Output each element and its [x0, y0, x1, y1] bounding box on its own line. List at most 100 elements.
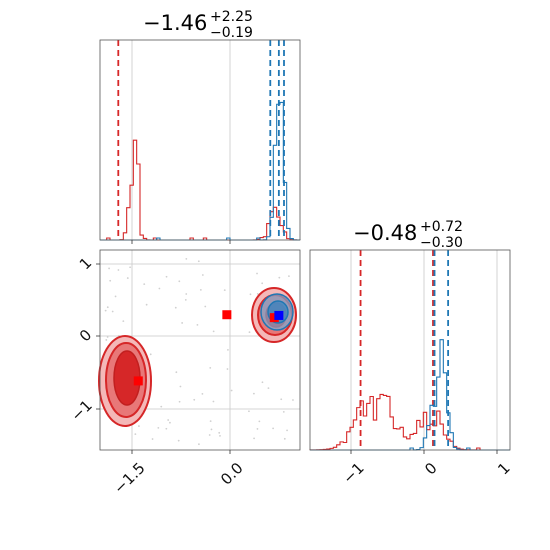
panel-top-left: −1.46 +2.25 −0.19 [99, 9, 301, 244]
sample-dot [212, 400, 215, 403]
x-tick-label-neg-1-5: −1.5 [110, 459, 148, 497]
x-tick-label-0: 0 [421, 459, 440, 478]
y-tick-label-1: 1 [76, 254, 95, 273]
marker-group [133, 310, 284, 386]
sample-dot [184, 298, 187, 301]
sample-dot [122, 320, 125, 323]
y-tick-label-0: 0 [76, 326, 95, 345]
sample-dot [165, 275, 168, 278]
sample-dot [282, 410, 285, 413]
sample-dot [178, 280, 181, 283]
marker-marker_blue [274, 310, 284, 320]
sample-dot [226, 368, 229, 370]
sample-dot [178, 400, 181, 403]
contour-blob-left [98, 335, 152, 427]
sample-dot [109, 279, 112, 282]
sample-dot [212, 330, 215, 333]
marker-marker_red [269, 313, 279, 323]
sample-dot [223, 289, 226, 292]
bottom-right-title-value: −0.48 [353, 221, 417, 245]
sample-dot [179, 385, 182, 388]
sample-dot [256, 272, 258, 275]
sample-dot [286, 429, 288, 432]
sample-dot [158, 287, 161, 290]
panel-bottom-left: −1.5 0.0 1 0 −1 [67, 249, 301, 498]
sample-scatter [104, 257, 294, 446]
sample-dot [106, 306, 109, 309]
sample-dot [249, 293, 252, 296]
sample-dot [106, 336, 109, 338]
sample-dot [261, 282, 264, 285]
marker-marker_red [222, 310, 232, 320]
sample-dot [198, 443, 200, 446]
sample-dot [204, 305, 207, 308]
sample-dot [181, 322, 184, 324]
sample-dot [157, 427, 160, 429]
sample-dot [280, 398, 283, 401]
sample-dot [104, 309, 107, 312]
bottom-right-title-lower: −0.30 [420, 235, 463, 251]
sample-dot [114, 295, 117, 298]
sample-dot [151, 438, 154, 440]
sample-dot [252, 392, 255, 395]
x-tick-label-1: 1 [494, 459, 513, 478]
sample-dot [208, 434, 211, 436]
top-left-title-lower: −0.19 [210, 25, 253, 41]
sample-dot [177, 439, 180, 442]
top-left-title-upper: +2.25 [210, 9, 253, 25]
sample-dot [288, 275, 290, 278]
sample-dot [256, 428, 259, 430]
x-tick-label-0-0: 0.0 [217, 459, 247, 489]
histogram-step-blue [310, 339, 510, 451]
sample-dot [108, 267, 110, 270]
sample-dot [261, 381, 264, 384]
sample-dot [256, 292, 259, 295]
sample-dot [169, 421, 171, 424]
bottom-left-frame [99, 249, 301, 451]
bottom-right-series-group [309, 250, 510, 451]
sample-dot [227, 348, 229, 351]
top-left-series-group [100, 40, 301, 241]
sample-dot [174, 306, 177, 309]
sample-dot [267, 387, 270, 390]
sample-dot [185, 293, 188, 295]
sample-dot [196, 323, 199, 326]
sample-dot [209, 420, 212, 423]
sample-dot [134, 433, 137, 436]
sample-dot [167, 419, 170, 421]
y-tick-label-neg-1: −1 [67, 396, 95, 424]
sample-dot [248, 331, 251, 334]
top-left-frame [99, 39, 301, 241]
marker-marker_red [133, 376, 143, 386]
panel-bottom-right: −1 0 1 −0.48 +0.72 −0.30 [309, 219, 514, 487]
sample-dot [278, 276, 281, 279]
sample-dot [138, 425, 140, 427]
sample-dot [145, 303, 148, 306]
sample-dot [219, 434, 221, 437]
bottom-right-frame [309, 249, 511, 451]
sample-dot [143, 283, 146, 286]
sample-dot [199, 289, 202, 291]
sample-dot [209, 366, 212, 369]
sample-dot [149, 353, 152, 356]
sample-dot [258, 420, 261, 423]
sample-dot [230, 389, 233, 392]
x-tick-label-neg-1: −1 [339, 459, 367, 487]
sample-dot [292, 399, 294, 401]
sample-dot [126, 277, 129, 279]
sample-dot [283, 437, 286, 440]
sample-dot [111, 310, 114, 313]
sample-dot [248, 410, 250, 413]
bottom-right-title-upper: +0.72 [420, 219, 463, 235]
sample-dot [105, 339, 108, 341]
sample-dot [201, 393, 204, 395]
histogram-step-red [309, 393, 510, 451]
sample-dot [197, 260, 200, 263]
sample-dot [193, 398, 196, 401]
sample-dot [185, 257, 188, 260]
sample-dot [253, 437, 255, 440]
sample-dot [117, 269, 120, 271]
sample-dot [210, 428, 213, 431]
sample-dot [175, 371, 178, 374]
